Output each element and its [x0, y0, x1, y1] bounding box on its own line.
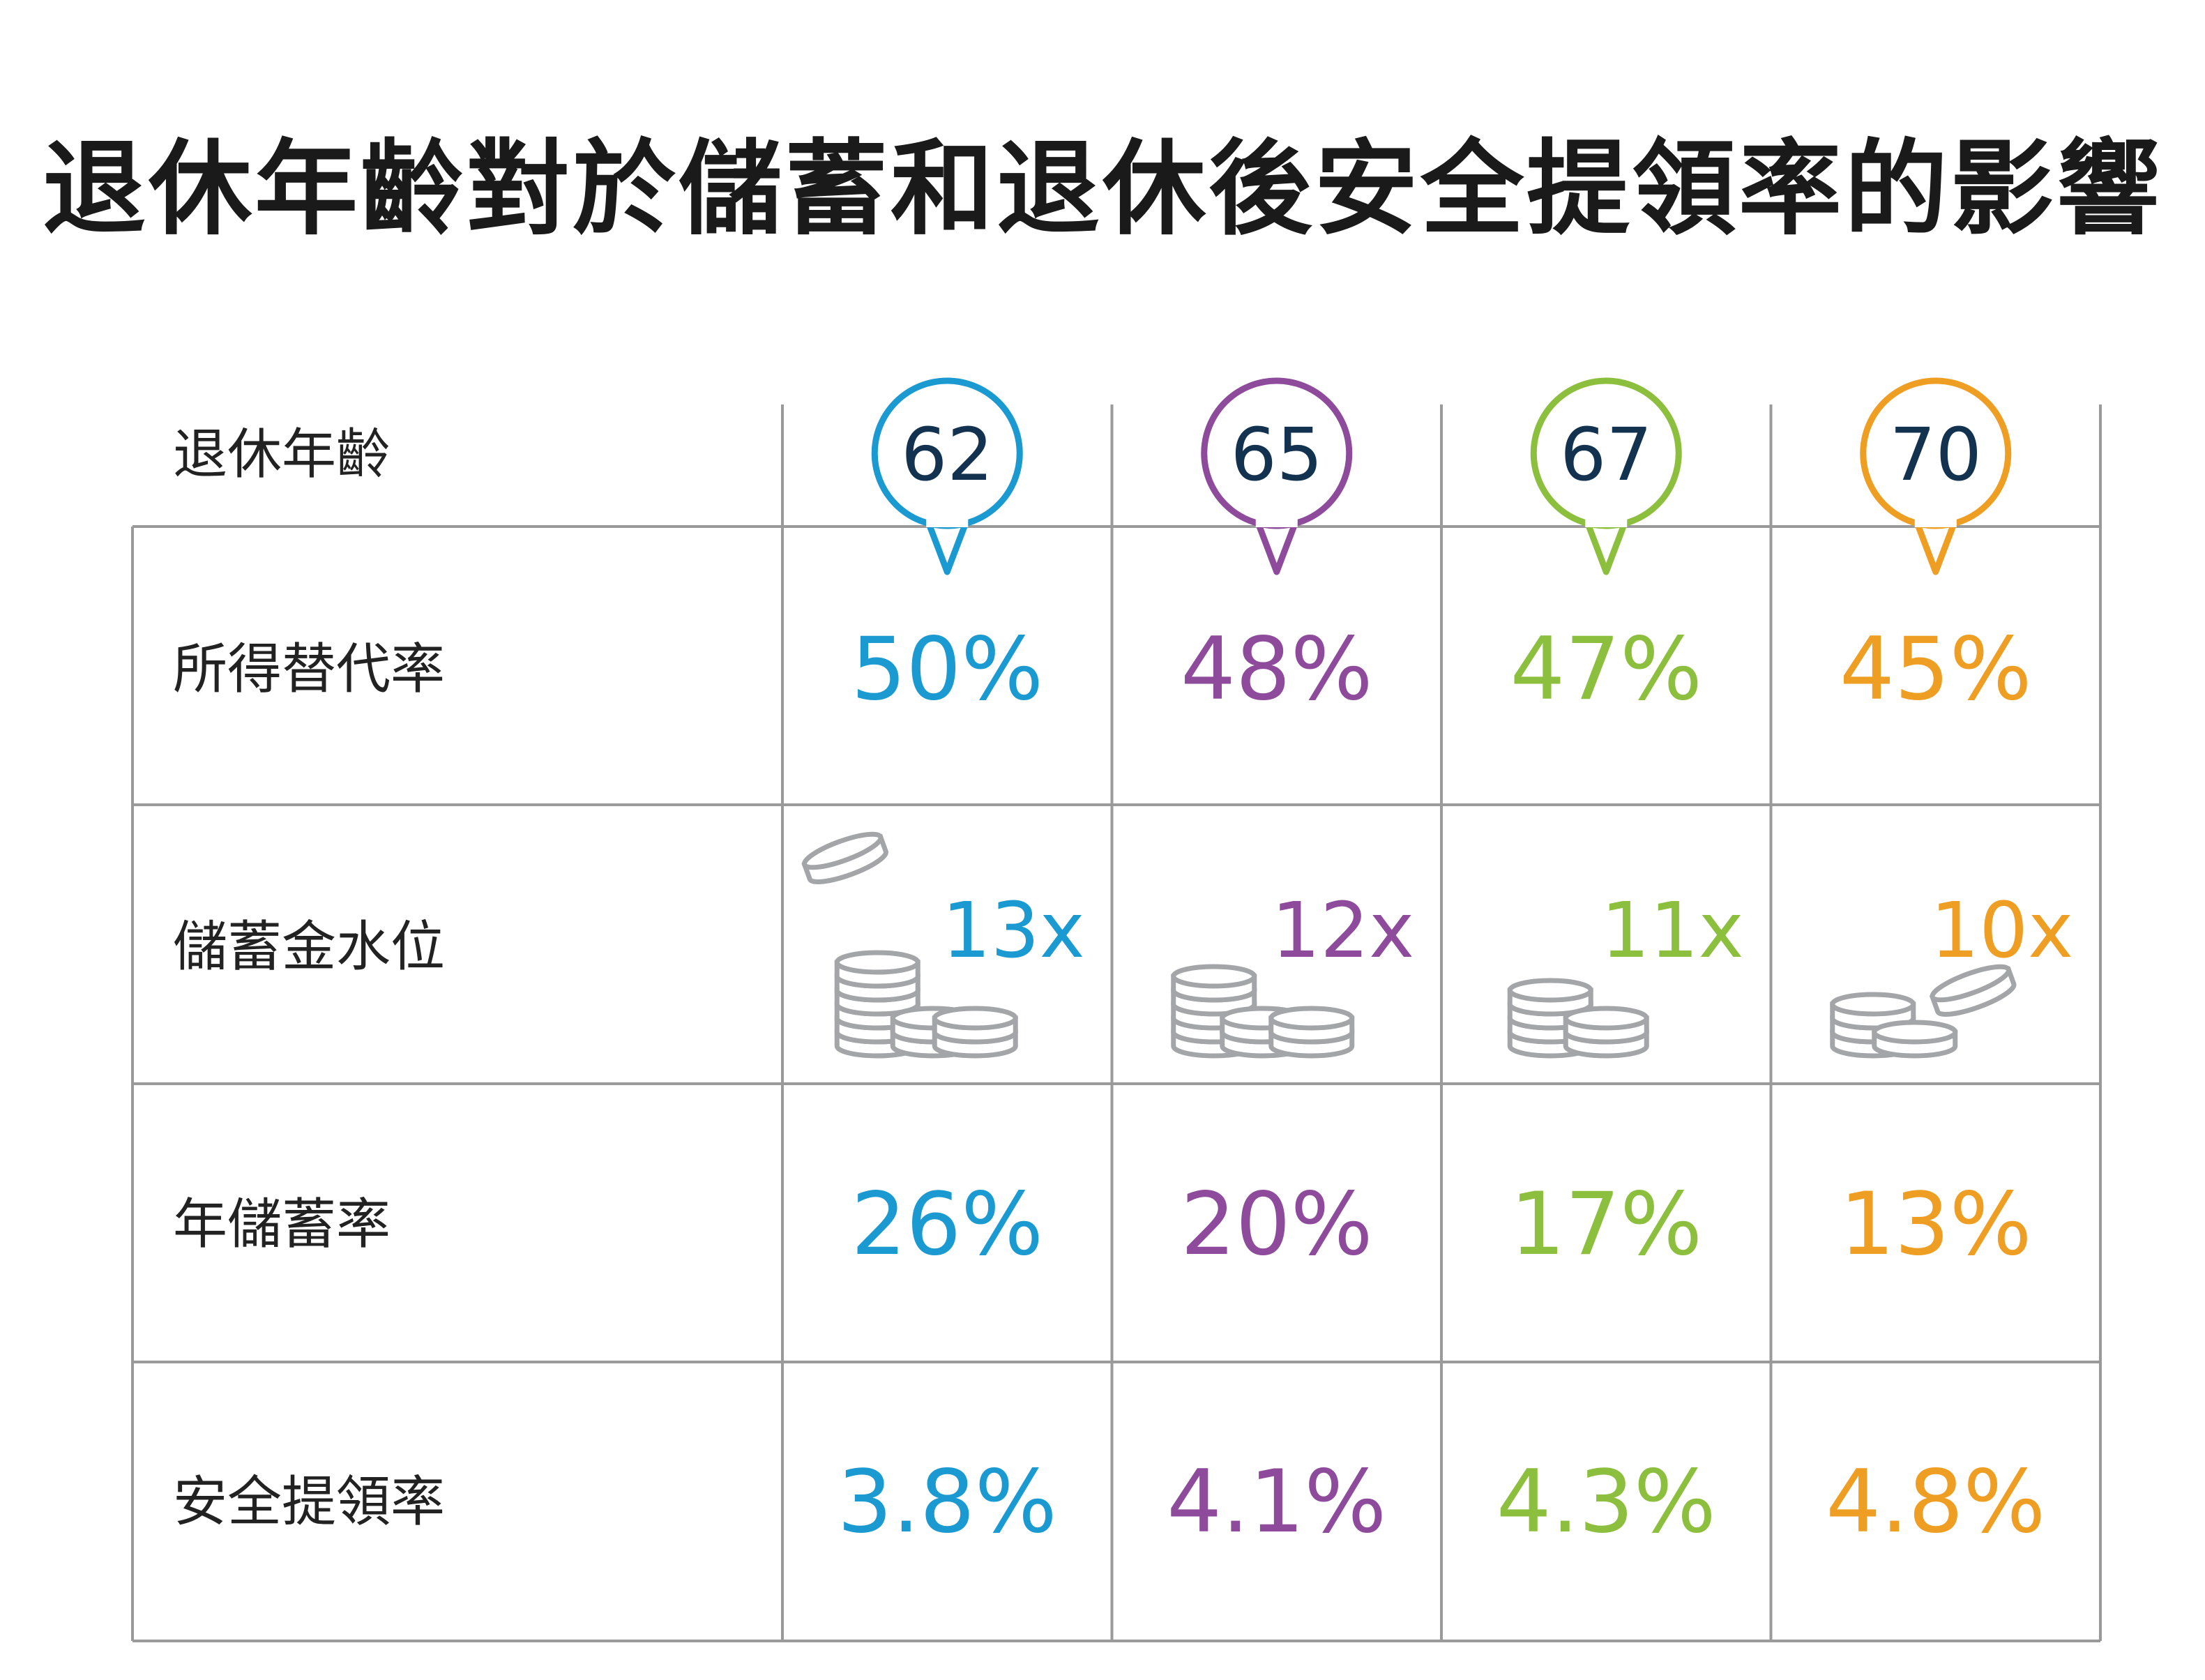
savings-multiple-value: 12x	[1271, 886, 1414, 975]
savings-multiple-value: 13x	[942, 886, 1085, 975]
coin-tilted	[801, 831, 888, 884]
age-pin-marker-65: 65	[1201, 377, 1353, 575]
coin-top	[1830, 992, 1916, 1017]
row-label-savings-level: 儲蓄金水位	[173, 916, 445, 978]
coin-top	[932, 1006, 1018, 1031]
coins-stack-small-icon	[1830, 964, 2017, 1059]
replacement-rate-value: 45%	[1840, 619, 2032, 720]
annual-savings-rate-value: 20%	[1181, 1174, 1373, 1275]
coin-top	[1268, 1006, 1355, 1031]
row-label-annual-savings: 年儲蓄率	[173, 1193, 391, 1256]
page-title: 退休年齡對於儲蓄和退休後安全提領率的影響	[43, 128, 2162, 249]
coin	[1171, 964, 1257, 1003]
replacement-rate-value: 48%	[1181, 619, 1373, 720]
age-pin-marker-62: 62	[871, 377, 1023, 575]
age-pin-marker-70: 70	[1860, 377, 2012, 575]
coin-top	[1563, 1006, 1649, 1031]
age-value: 67	[1560, 412, 1652, 497]
coins-stack-icon	[1171, 964, 1355, 1059]
row-label-age: 退休年齡	[173, 423, 391, 486]
row-label-replacement: 所得替代率	[173, 638, 445, 701]
savings-multiple-value: 10x	[1930, 886, 2073, 975]
savings-multiple-value: 11x	[1601, 886, 1744, 975]
coin-top	[802, 831, 884, 870]
annual-savings-rate-value: 13%	[1840, 1174, 2032, 1275]
coin	[932, 1006, 1018, 1045]
coin-top	[834, 950, 920, 975]
safe-withdrawal-rate-value: 4.3%	[1496, 1452, 1716, 1552]
age-value: 62	[901, 412, 993, 497]
pin-mask	[926, 506, 969, 527]
coin-top	[1930, 964, 2011, 1003]
replacement-rate-value: 47%	[1510, 619, 1702, 720]
coins-stack-icon	[1507, 978, 1649, 1059]
age-value: 65	[1231, 412, 1323, 497]
pin-mask	[1585, 506, 1628, 527]
annual-savings-rate-value: 26%	[851, 1174, 1043, 1275]
coin-tilted	[1929, 964, 2017, 1017]
safe-withdrawal-rate-value: 3.8%	[838, 1452, 1057, 1552]
coins-stack-large-icon	[801, 831, 1018, 1059]
safe-withdrawal-rate-value: 4.8%	[1826, 1452, 2045, 1552]
age-value: 70	[1890, 412, 1982, 497]
replacement-rate-value: 50%	[851, 619, 1043, 720]
pin-mask	[1914, 506, 1957, 527]
coin-top	[1171, 964, 1257, 989]
row-label-withdrawal: 安全提領率	[173, 1471, 445, 1534]
coin	[801, 831, 888, 884]
annual-savings-rate-value: 17%	[1510, 1174, 1702, 1275]
table-grid	[131, 404, 2102, 1642]
pin-mask	[1255, 506, 1298, 527]
coin	[834, 950, 920, 989]
safe-withdrawal-rate-value: 4.1%	[1167, 1452, 1386, 1552]
coin	[1563, 1006, 1649, 1045]
age-pin-marker-67: 67	[1530, 377, 1682, 575]
coin-top	[1507, 978, 1593, 1003]
coin	[1872, 1020, 1958, 1059]
coin	[1929, 964, 2017, 1017]
coin-top	[1872, 1020, 1958, 1045]
coin	[1268, 1006, 1355, 1045]
